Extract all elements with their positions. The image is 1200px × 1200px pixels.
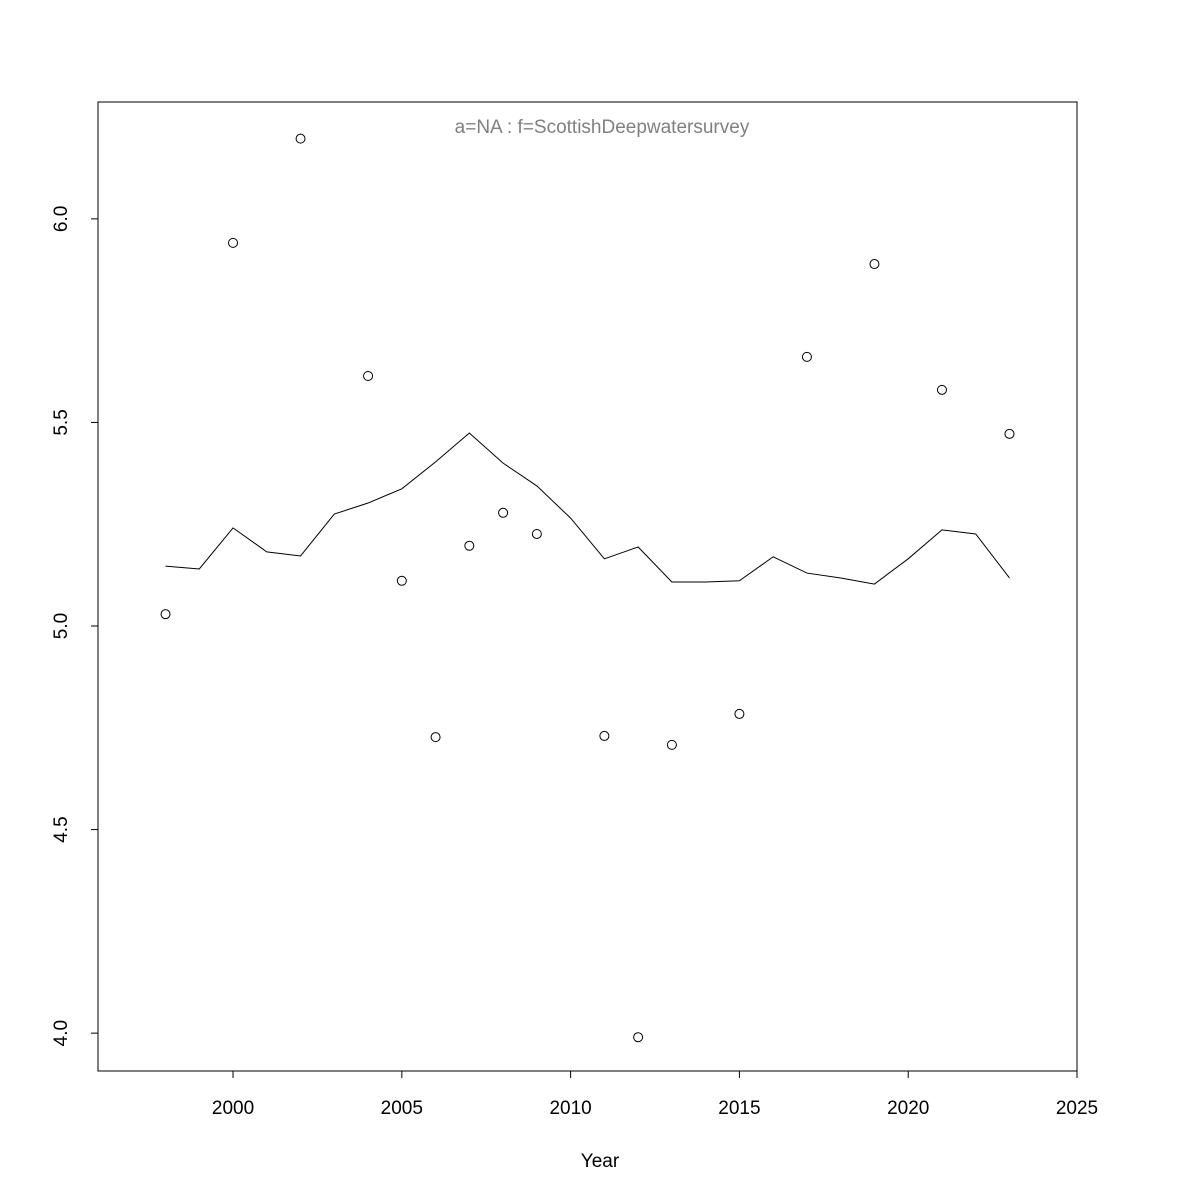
- data-point: [396, 575, 407, 586]
- chart-title: a=NA : f=ScottishDeepwatersurvey: [455, 117, 750, 138]
- data-line: [165, 432, 1010, 585]
- y-tick-label: 5.0: [51, 613, 72, 639]
- data-point: [1004, 428, 1015, 439]
- data-point: [633, 1032, 644, 1043]
- x-axis-label: Year: [581, 1151, 620, 1172]
- plot-frame: [97, 101, 1078, 1072]
- y-tick-label: 5.5: [51, 409, 72, 435]
- x-tick-label: 2005: [381, 1098, 423, 1119]
- data-point: [295, 133, 306, 144]
- x-tick-label: 2010: [549, 1098, 591, 1119]
- data-point: [869, 259, 880, 270]
- y-tick-label: 6.0: [51, 206, 72, 232]
- data-point: [801, 351, 812, 362]
- x-tick-label: 2020: [887, 1098, 929, 1119]
- data-point: [464, 540, 475, 551]
- data-point: [228, 237, 239, 248]
- y-tick-label: 4.5: [51, 816, 72, 842]
- data-point: [936, 384, 947, 395]
- data-point: [666, 739, 677, 750]
- data-point: [363, 371, 374, 382]
- data-point: [498, 507, 509, 518]
- data-point: [734, 708, 745, 719]
- data-point: [531, 528, 542, 539]
- data-point: [430, 732, 441, 743]
- data-point: [160, 609, 171, 620]
- x-tick-label: 2015: [718, 1098, 760, 1119]
- x-tick-label: 2025: [1056, 1098, 1098, 1119]
- data-point: [599, 730, 610, 741]
- x-tick-label: 2000: [212, 1098, 254, 1119]
- y-tick-label: 4.0: [51, 1020, 72, 1046]
